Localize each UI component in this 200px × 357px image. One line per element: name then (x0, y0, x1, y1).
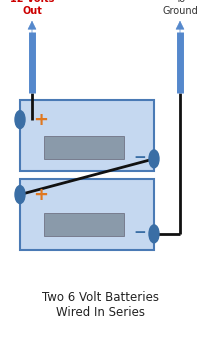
Circle shape (149, 150, 159, 168)
Text: To
Ground: To Ground (162, 0, 198, 16)
Text: +: + (33, 111, 48, 129)
Text: 12 Volts
Out: 12 Volts Out (10, 0, 54, 16)
Circle shape (15, 186, 25, 203)
Bar (44, 213, 124, 236)
Bar (20, 178, 154, 250)
Text: +: + (33, 186, 48, 203)
Text: −: − (133, 225, 146, 240)
Text: Two 6 Volt Batteries
Wired In Series: Two 6 Volt Batteries Wired In Series (42, 291, 158, 319)
Text: −: − (133, 150, 146, 165)
Bar (44, 136, 124, 159)
Circle shape (15, 111, 25, 129)
Circle shape (149, 225, 159, 243)
Bar (20, 100, 154, 171)
